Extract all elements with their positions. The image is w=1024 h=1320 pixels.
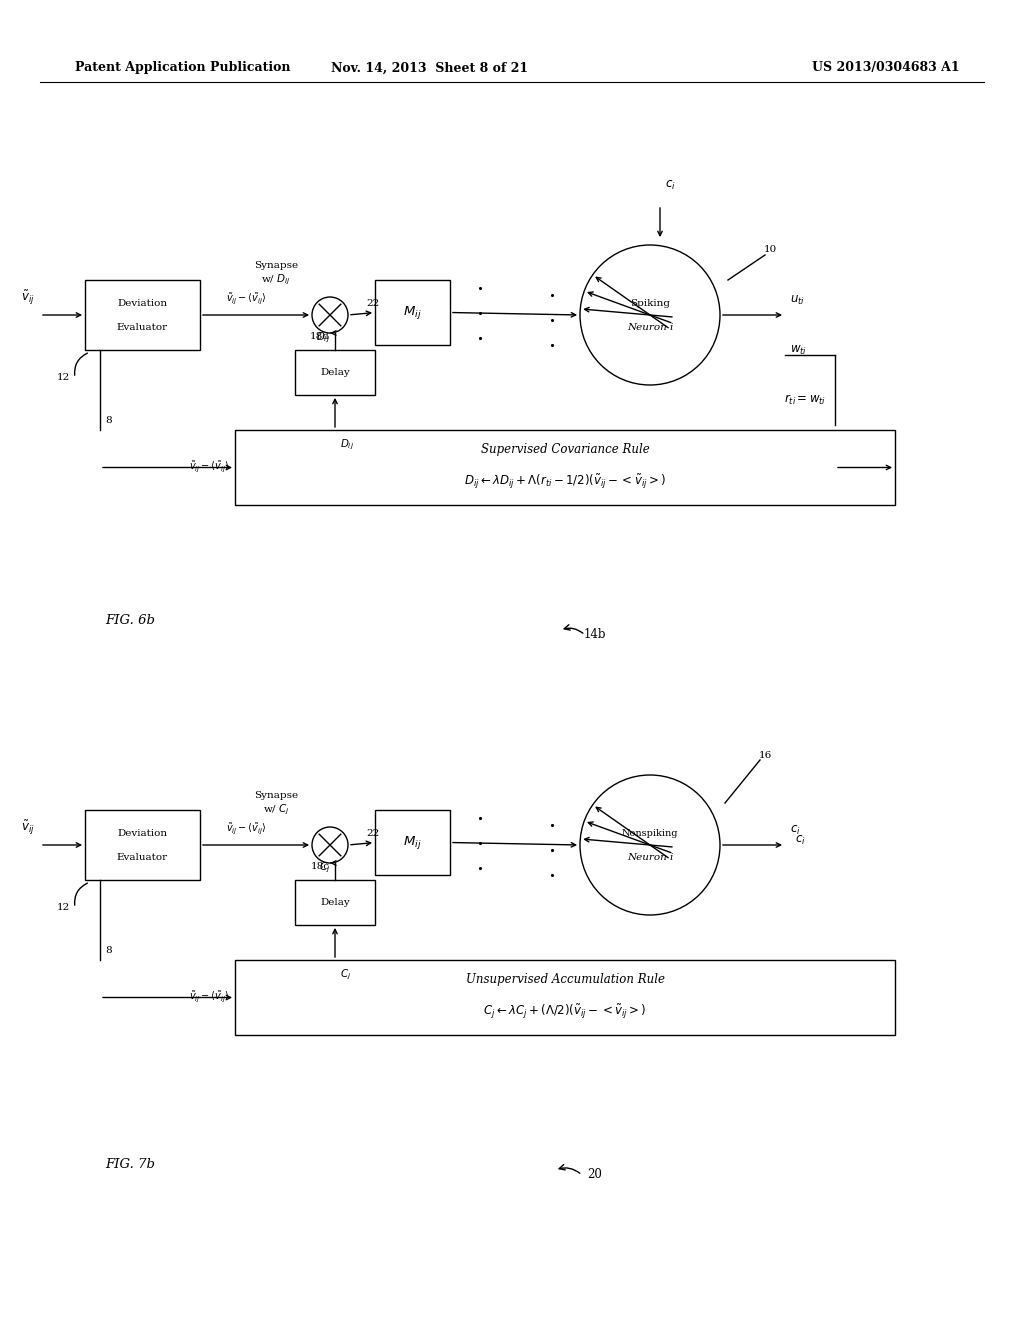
Text: w/ $C_j$: w/ $C_j$ — [262, 803, 290, 817]
Text: 14b: 14b — [584, 628, 606, 642]
Bar — [85, 280, 200, 350]
Text: Spiking: Spiking — [630, 298, 670, 308]
Text: 12: 12 — [56, 374, 70, 383]
Text: $\tilde{v}_{ij}-\langle\tilde{v}_{ij}\rangle$: $\tilde{v}_{ij}-\langle\tilde{v}_{ij}\ra… — [225, 292, 266, 308]
Text: Evaluator: Evaluator — [117, 853, 168, 862]
Text: $C_j$: $C_j$ — [340, 968, 351, 982]
Text: 8: 8 — [105, 416, 112, 425]
Text: $c_i$: $c_i$ — [665, 178, 676, 191]
Text: $M_{ij}$: $M_{ij}$ — [403, 304, 422, 321]
Text: Nov. 14, 2013  Sheet 8 of 21: Nov. 14, 2013 Sheet 8 of 21 — [332, 62, 528, 74]
Bar — [234, 960, 895, 1035]
Text: $c_i$: $c_i$ — [790, 824, 801, 837]
Text: Patent Application Publication: Patent Application Publication — [75, 62, 291, 74]
Bar — [295, 350, 375, 395]
Bar — [85, 810, 200, 880]
Text: 22: 22 — [366, 829, 379, 837]
Text: $r_{ti} = w_{ti}$: $r_{ti} = w_{ti}$ — [784, 393, 826, 407]
Text: $C_j \leftarrow \lambda C_j + (\Lambda/2)(\tilde{v}_{ij}-<\tilde{v}_{ij}>)$: $C_j \leftarrow \lambda C_j + (\Lambda/2… — [483, 1003, 646, 1022]
Text: $\tilde{v}_{ij}$: $\tilde{v}_{ij}$ — [22, 818, 35, 837]
Text: Synapse: Synapse — [254, 260, 298, 269]
Text: $\tilde{v}_{ij}-\langle\tilde{v}_{ij}\rangle$: $\tilde{v}_{ij}-\langle\tilde{v}_{ij}\ra… — [189, 459, 230, 475]
Circle shape — [312, 828, 348, 863]
Text: 22: 22 — [366, 298, 379, 308]
Text: Unsupervised Accumulation Rule: Unsupervised Accumulation Rule — [466, 974, 665, 986]
Text: 10: 10 — [763, 246, 776, 255]
Text: Synapse: Synapse — [254, 791, 298, 800]
Text: $M_{ij}$: $M_{ij}$ — [403, 834, 422, 851]
Text: Delay: Delay — [321, 368, 350, 378]
Text: Deviation: Deviation — [118, 829, 168, 837]
Text: w/ $D_{ij}$: w/ $D_{ij}$ — [261, 273, 291, 288]
Text: Supervised Covariance Rule: Supervised Covariance Rule — [480, 444, 649, 457]
Text: 16: 16 — [759, 751, 772, 759]
Text: 8: 8 — [105, 946, 112, 954]
Text: Deviation: Deviation — [118, 298, 168, 308]
Bar — [234, 430, 895, 506]
Bar — [375, 280, 450, 345]
Text: Neuron i: Neuron i — [627, 853, 673, 862]
Text: Neuron i: Neuron i — [627, 322, 673, 331]
Text: $C_j$: $C_j$ — [318, 861, 330, 875]
Text: $c_i$: $c_i$ — [795, 833, 806, 846]
Text: US 2013/0304683 A1: US 2013/0304683 A1 — [812, 62, 961, 74]
Bar — [375, 810, 450, 875]
Text: 20: 20 — [588, 1168, 602, 1181]
Text: $u_{ti}$: $u_{ti}$ — [790, 294, 805, 308]
Text: FIG. 7b: FIG. 7b — [105, 1159, 155, 1172]
Text: $D_{ij}$: $D_{ij}$ — [316, 330, 330, 345]
Text: 18c: 18c — [311, 862, 330, 871]
Text: $\tilde{v}_{ij}-\langle\tilde{v}_{ij}\rangle$: $\tilde{v}_{ij}-\langle\tilde{v}_{ij}\ra… — [225, 821, 266, 837]
Bar — [295, 880, 375, 925]
Circle shape — [580, 775, 720, 915]
Text: FIG. 6b: FIG. 6b — [105, 614, 155, 627]
Text: 18d: 18d — [310, 333, 330, 341]
Circle shape — [312, 297, 348, 333]
Text: $w_{ti}$: $w_{ti}$ — [790, 343, 807, 356]
Text: Delay: Delay — [321, 898, 350, 907]
Text: $D_{ij} \leftarrow \lambda D_{ij} + \Lambda(r_{ti}-1/2)(\tilde{v}_{ij}-<\tilde{v: $D_{ij} \leftarrow \lambda D_{ij} + \Lam… — [464, 473, 666, 491]
Text: $\tilde{v}_{ij}$: $\tilde{v}_{ij}$ — [22, 289, 35, 308]
Text: Evaluator: Evaluator — [117, 322, 168, 331]
Circle shape — [580, 246, 720, 385]
Text: 12: 12 — [56, 903, 70, 912]
Text: $D_{ij}$: $D_{ij}$ — [340, 438, 354, 453]
Text: $\tilde{v}_{ij}-\langle\tilde{v}_{ij}\rangle$: $\tilde{v}_{ij}-\langle\tilde{v}_{ij}\ra… — [189, 990, 230, 1005]
Text: Nonspiking: Nonspiking — [622, 829, 678, 837]
